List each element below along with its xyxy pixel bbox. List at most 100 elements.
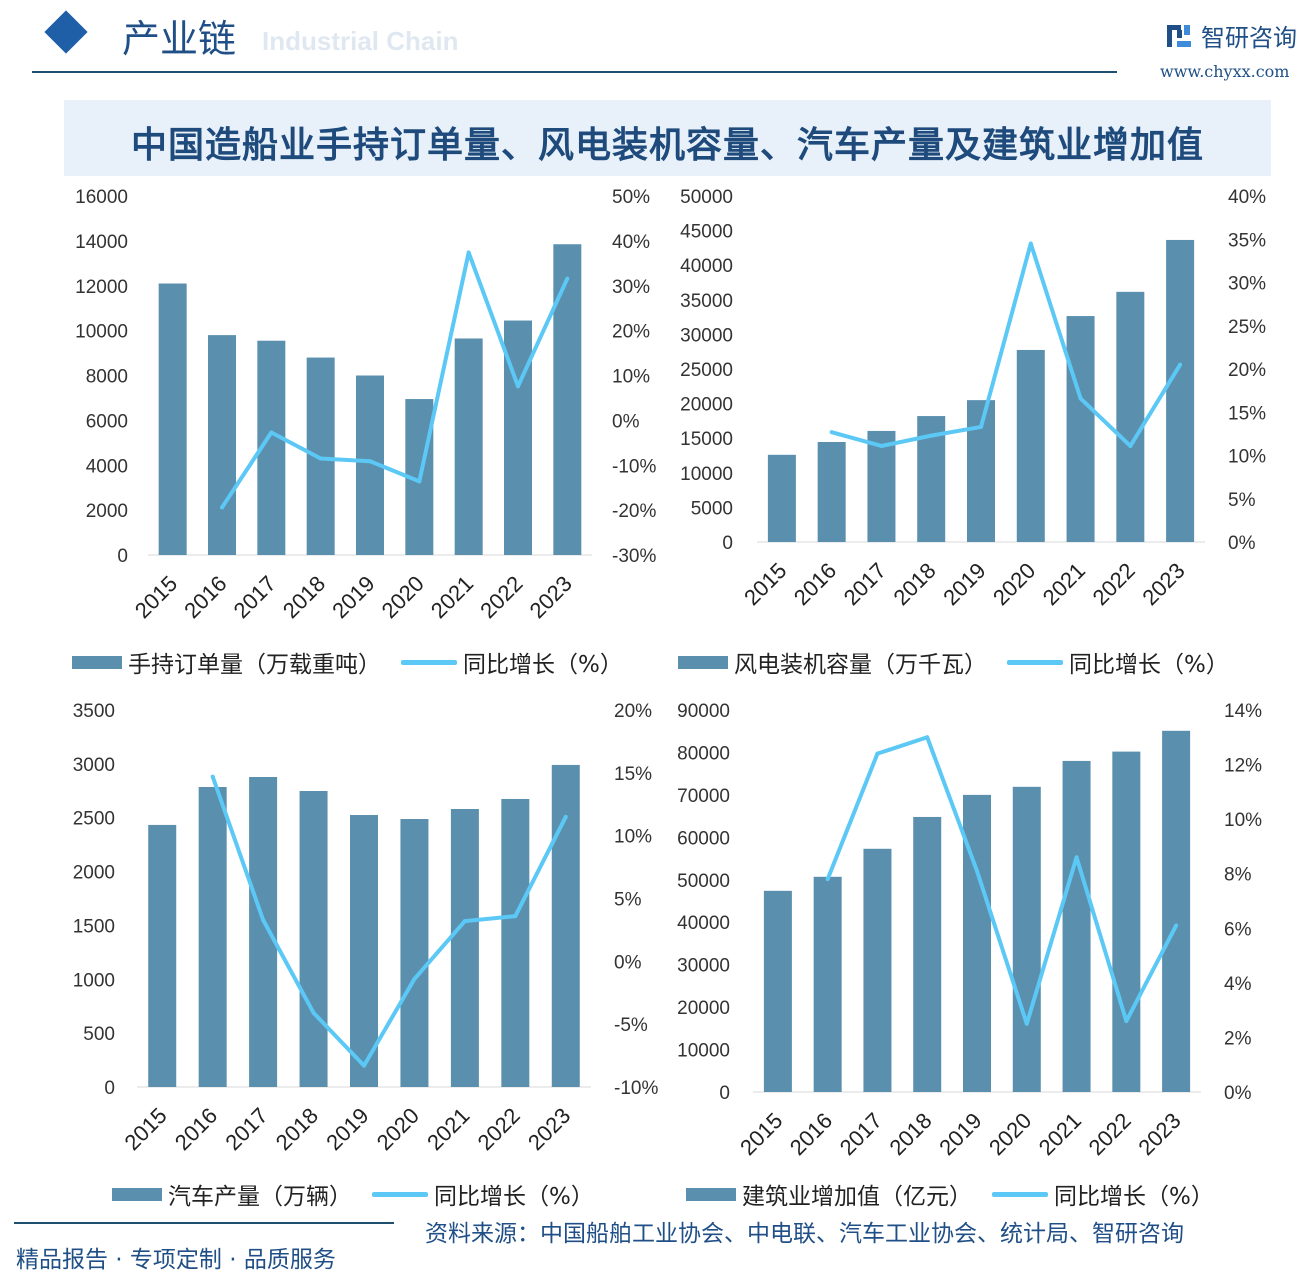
growth-point-2017 <box>269 430 274 435</box>
left-axis-tick-label: 16000 <box>75 187 128 208</box>
right-axis-tick-label: 30% <box>612 277 650 298</box>
growth-line <box>220 250 570 509</box>
legend-chart-2: 风电装机容量（万千瓦） 同比增长（%） <box>678 645 1229 679</box>
growth-point-2020 <box>1028 241 1033 246</box>
x-tick-label: 2020 <box>984 1108 1036 1160</box>
growth-point-2018 <box>311 1010 316 1015</box>
x-tick-label: 2017 <box>220 1103 272 1155</box>
right-axis-tick-label: 20% <box>614 701 652 722</box>
left-axis-tick-label: 1000 <box>73 970 115 991</box>
bar-2022 <box>501 798 530 1087</box>
left-axis-tick-label: 14000 <box>75 232 128 253</box>
left-axis-tick-label: 8000 <box>86 367 128 388</box>
right-axis-tick-label: 35% <box>1228 230 1266 251</box>
x-tick-label: 2022 <box>1084 1108 1136 1160</box>
bar-2015 <box>158 283 187 555</box>
growth-point-2023 <box>1178 362 1183 367</box>
bar-2018 <box>299 791 328 1087</box>
footer-slogan: 精品报告 · 专项定制 · 品质服务 <box>16 1247 336 1273</box>
x-tick-label: 2016 <box>170 1103 222 1155</box>
x-tick-label: 2019 <box>327 571 379 623</box>
growth-point-2016 <box>829 430 834 435</box>
page-title: 中国造船业手持订单量、风电装机容量、汽车产量及建筑业增加值 <box>130 124 1204 166</box>
left-axis-tick-label: 0 <box>719 1083 730 1104</box>
left-axis-tick-label: 80000 <box>677 743 730 764</box>
right-axis-tick-label: -5% <box>614 1015 648 1036</box>
right-axis-tick-label: -30% <box>612 546 656 567</box>
right-axis-tick-label: 14% <box>1224 701 1262 722</box>
growth-point-2016 <box>210 774 215 779</box>
growth-point-2016 <box>825 877 830 882</box>
x-tick-label: 2019 <box>934 1108 986 1160</box>
right-axis-tick-label: -20% <box>612 501 656 522</box>
growth-point-2021 <box>462 919 467 924</box>
left-axis-tick-label: 20000 <box>680 395 733 416</box>
left-axis-tick-label: 10000 <box>75 322 128 343</box>
right-axis-tick-label: 30% <box>1228 274 1266 295</box>
left-axis-tick-label: 10000 <box>680 464 733 485</box>
growth-point-2018 <box>925 735 930 740</box>
section-english-watermark: Industrial Chain <box>262 26 459 56</box>
x-tick-label: 2016 <box>785 1108 837 1160</box>
x-tick-label: 2015 <box>739 558 791 610</box>
legend-line-label: 同比增长（%） <box>434 1184 594 1210</box>
growth-point-2018 <box>929 433 934 438</box>
right-axis-tick-label: 20% <box>1228 360 1266 381</box>
growth-point-2023 <box>1174 923 1179 928</box>
growth-point-2019 <box>975 868 979 873</box>
legend-line-label: 同比增长（%） <box>463 652 623 678</box>
bar-2022 <box>1112 751 1141 1092</box>
bar-2016 <box>198 787 227 1087</box>
brand: 智研咨询 <box>1165 18 1297 53</box>
x-tick-label: 2023 <box>525 571 577 623</box>
growth-line <box>210 775 568 1068</box>
bar-2021 <box>1062 760 1091 1092</box>
right-axis-tick-label: 15% <box>1228 403 1266 424</box>
left-axis-tick-label: 50000 <box>680 187 733 208</box>
right-axis-tick-label: 0% <box>1228 533 1256 554</box>
legend-chart-3: 汽车产量（万辆） 同比增长（%） <box>112 1177 594 1211</box>
left-axis-tick-label: 45000 <box>680 222 733 243</box>
growth-point-2021 <box>466 250 471 255</box>
growth-point-2019 <box>368 459 372 464</box>
bar-2023 <box>553 244 582 555</box>
legend-line-swatch <box>1007 659 1063 665</box>
right-axis-tick-label: -10% <box>612 456 656 477</box>
legend-chart-4: 建筑业增加值（亿元） 同比增长（%） <box>686 1177 1214 1211</box>
bar-2016 <box>817 442 846 542</box>
x-tick-label: 2018 <box>278 571 330 623</box>
right-axis-tick-label: 0% <box>614 952 642 973</box>
right-axis-tick-label: 12% <box>1224 756 1262 777</box>
left-axis-tick-label: 15000 <box>680 429 733 450</box>
growth-point-2022 <box>516 384 520 389</box>
left-axis-tick-label: 0 <box>104 1078 115 1099</box>
brand-url: www.chyxx.com <box>1160 62 1290 81</box>
growth-line <box>825 735 1178 1026</box>
bar-2020 <box>1012 786 1041 1092</box>
x-tick-label: 2016 <box>179 571 231 623</box>
left-axis-tick-label: 3000 <box>73 755 115 776</box>
x-tick-label: 2018 <box>884 1108 936 1160</box>
legend-bar-swatch <box>678 655 728 669</box>
x-tick-label: 2021 <box>1034 1108 1086 1160</box>
x-tick-label: 2017 <box>835 1108 887 1160</box>
left-axis-tick-label: 40000 <box>680 256 733 277</box>
legend-line-label: 同比增长（%） <box>1054 1184 1214 1210</box>
right-axis-tick-label: -10% <box>614 1078 658 1099</box>
brand-name: 智研咨询 <box>1201 24 1297 52</box>
x-tick-label: 2021 <box>422 1103 474 1155</box>
left-axis-tick-label: 2000 <box>86 501 128 522</box>
right-axis-tick-label: 25% <box>1228 317 1266 338</box>
legend-line-swatch <box>401 659 457 665</box>
x-tick-label: 2020 <box>372 1103 424 1155</box>
growth-point-2019 <box>979 424 983 429</box>
bar-2021 <box>454 338 483 555</box>
x-tick-label: 2022 <box>475 571 527 623</box>
growth-point-2017 <box>261 917 266 922</box>
growth-point-2017 <box>879 443 884 448</box>
growth-point-2018 <box>318 456 323 461</box>
right-axis-tick-label: 10% <box>614 827 652 848</box>
legend-bar-label: 汽车产量（万辆） <box>168 1184 352 1210</box>
growth-point-2020 <box>412 976 417 981</box>
